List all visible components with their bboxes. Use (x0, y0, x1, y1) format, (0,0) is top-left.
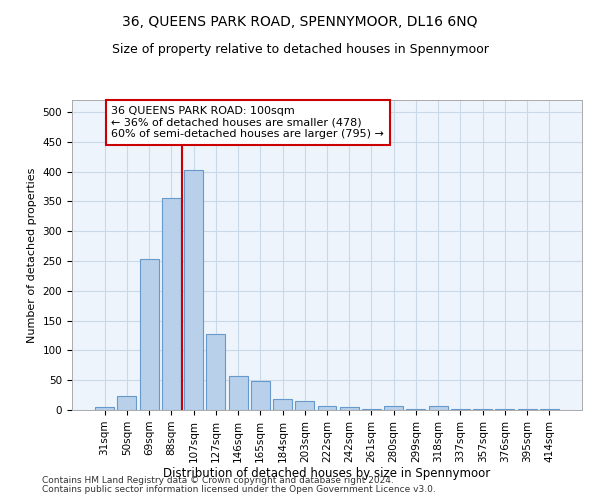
Bar (317, 406, 337, 410)
Bar (229, 376, 248, 410)
Text: Size of property relative to detached houses in Spennymoor: Size of property relative to detached ho… (112, 42, 488, 56)
Bar (118, 396, 136, 410)
Text: Contains HM Land Registry data © Crown copyright and database right 2024.: Contains HM Land Registry data © Crown c… (42, 476, 394, 485)
Text: 36, QUEENS PARK ROAD, SPENNYMOOR, DL16 6NQ: 36, QUEENS PARK ROAD, SPENNYMOOR, DL16 6… (122, 15, 478, 29)
Bar (473, 409, 492, 410)
Bar (95, 407, 114, 410)
X-axis label: Distribution of detached houses by size in Spennymoor: Distribution of detached houses by size … (163, 468, 491, 480)
Bar (206, 334, 225, 410)
Bar (273, 400, 292, 410)
Y-axis label: Number of detached properties: Number of detached properties (27, 168, 37, 342)
Text: 36 QUEENS PARK ROAD: 100sqm
← 36% of detached houses are smaller (478)
60% of se: 36 QUEENS PARK ROAD: 100sqm ← 36% of det… (112, 106, 384, 139)
Bar (162, 198, 181, 410)
Bar (362, 409, 381, 410)
Bar (451, 409, 470, 410)
Bar (384, 406, 403, 410)
Bar (518, 409, 536, 410)
Bar (540, 409, 559, 410)
Text: Contains public sector information licensed under the Open Government Licence v3: Contains public sector information licen… (42, 485, 436, 494)
Bar (295, 401, 314, 410)
Bar (406, 409, 425, 410)
Bar (140, 259, 158, 410)
Bar (251, 382, 270, 410)
Bar (429, 406, 448, 410)
Bar (184, 170, 203, 410)
Bar (340, 407, 359, 410)
